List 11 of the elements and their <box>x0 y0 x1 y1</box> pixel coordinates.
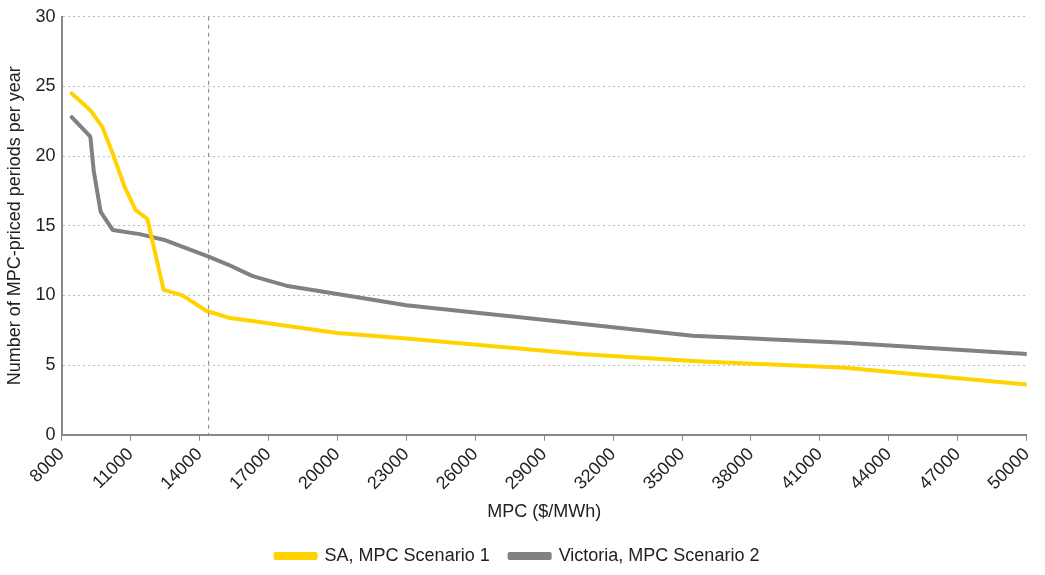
y-tick-label: 10 <box>35 284 56 305</box>
y-tick-label: 30 <box>35 5 56 26</box>
y-tick-label: 25 <box>35 75 56 96</box>
y-axis-title: Number of MPC-priced periods per year <box>3 66 24 386</box>
y-tick-label: 5 <box>45 354 56 375</box>
y-tick-label: 0 <box>45 423 56 444</box>
legend-label: SA, MPC Scenario 1 <box>324 544 490 565</box>
y-tick-label: 15 <box>35 214 56 235</box>
legend-label: Victoria, MPC Scenario 2 <box>558 544 760 565</box>
x-axis-title: MPC ($/MWh) <box>487 501 602 522</box>
y-tick-label: 20 <box>35 145 56 166</box>
